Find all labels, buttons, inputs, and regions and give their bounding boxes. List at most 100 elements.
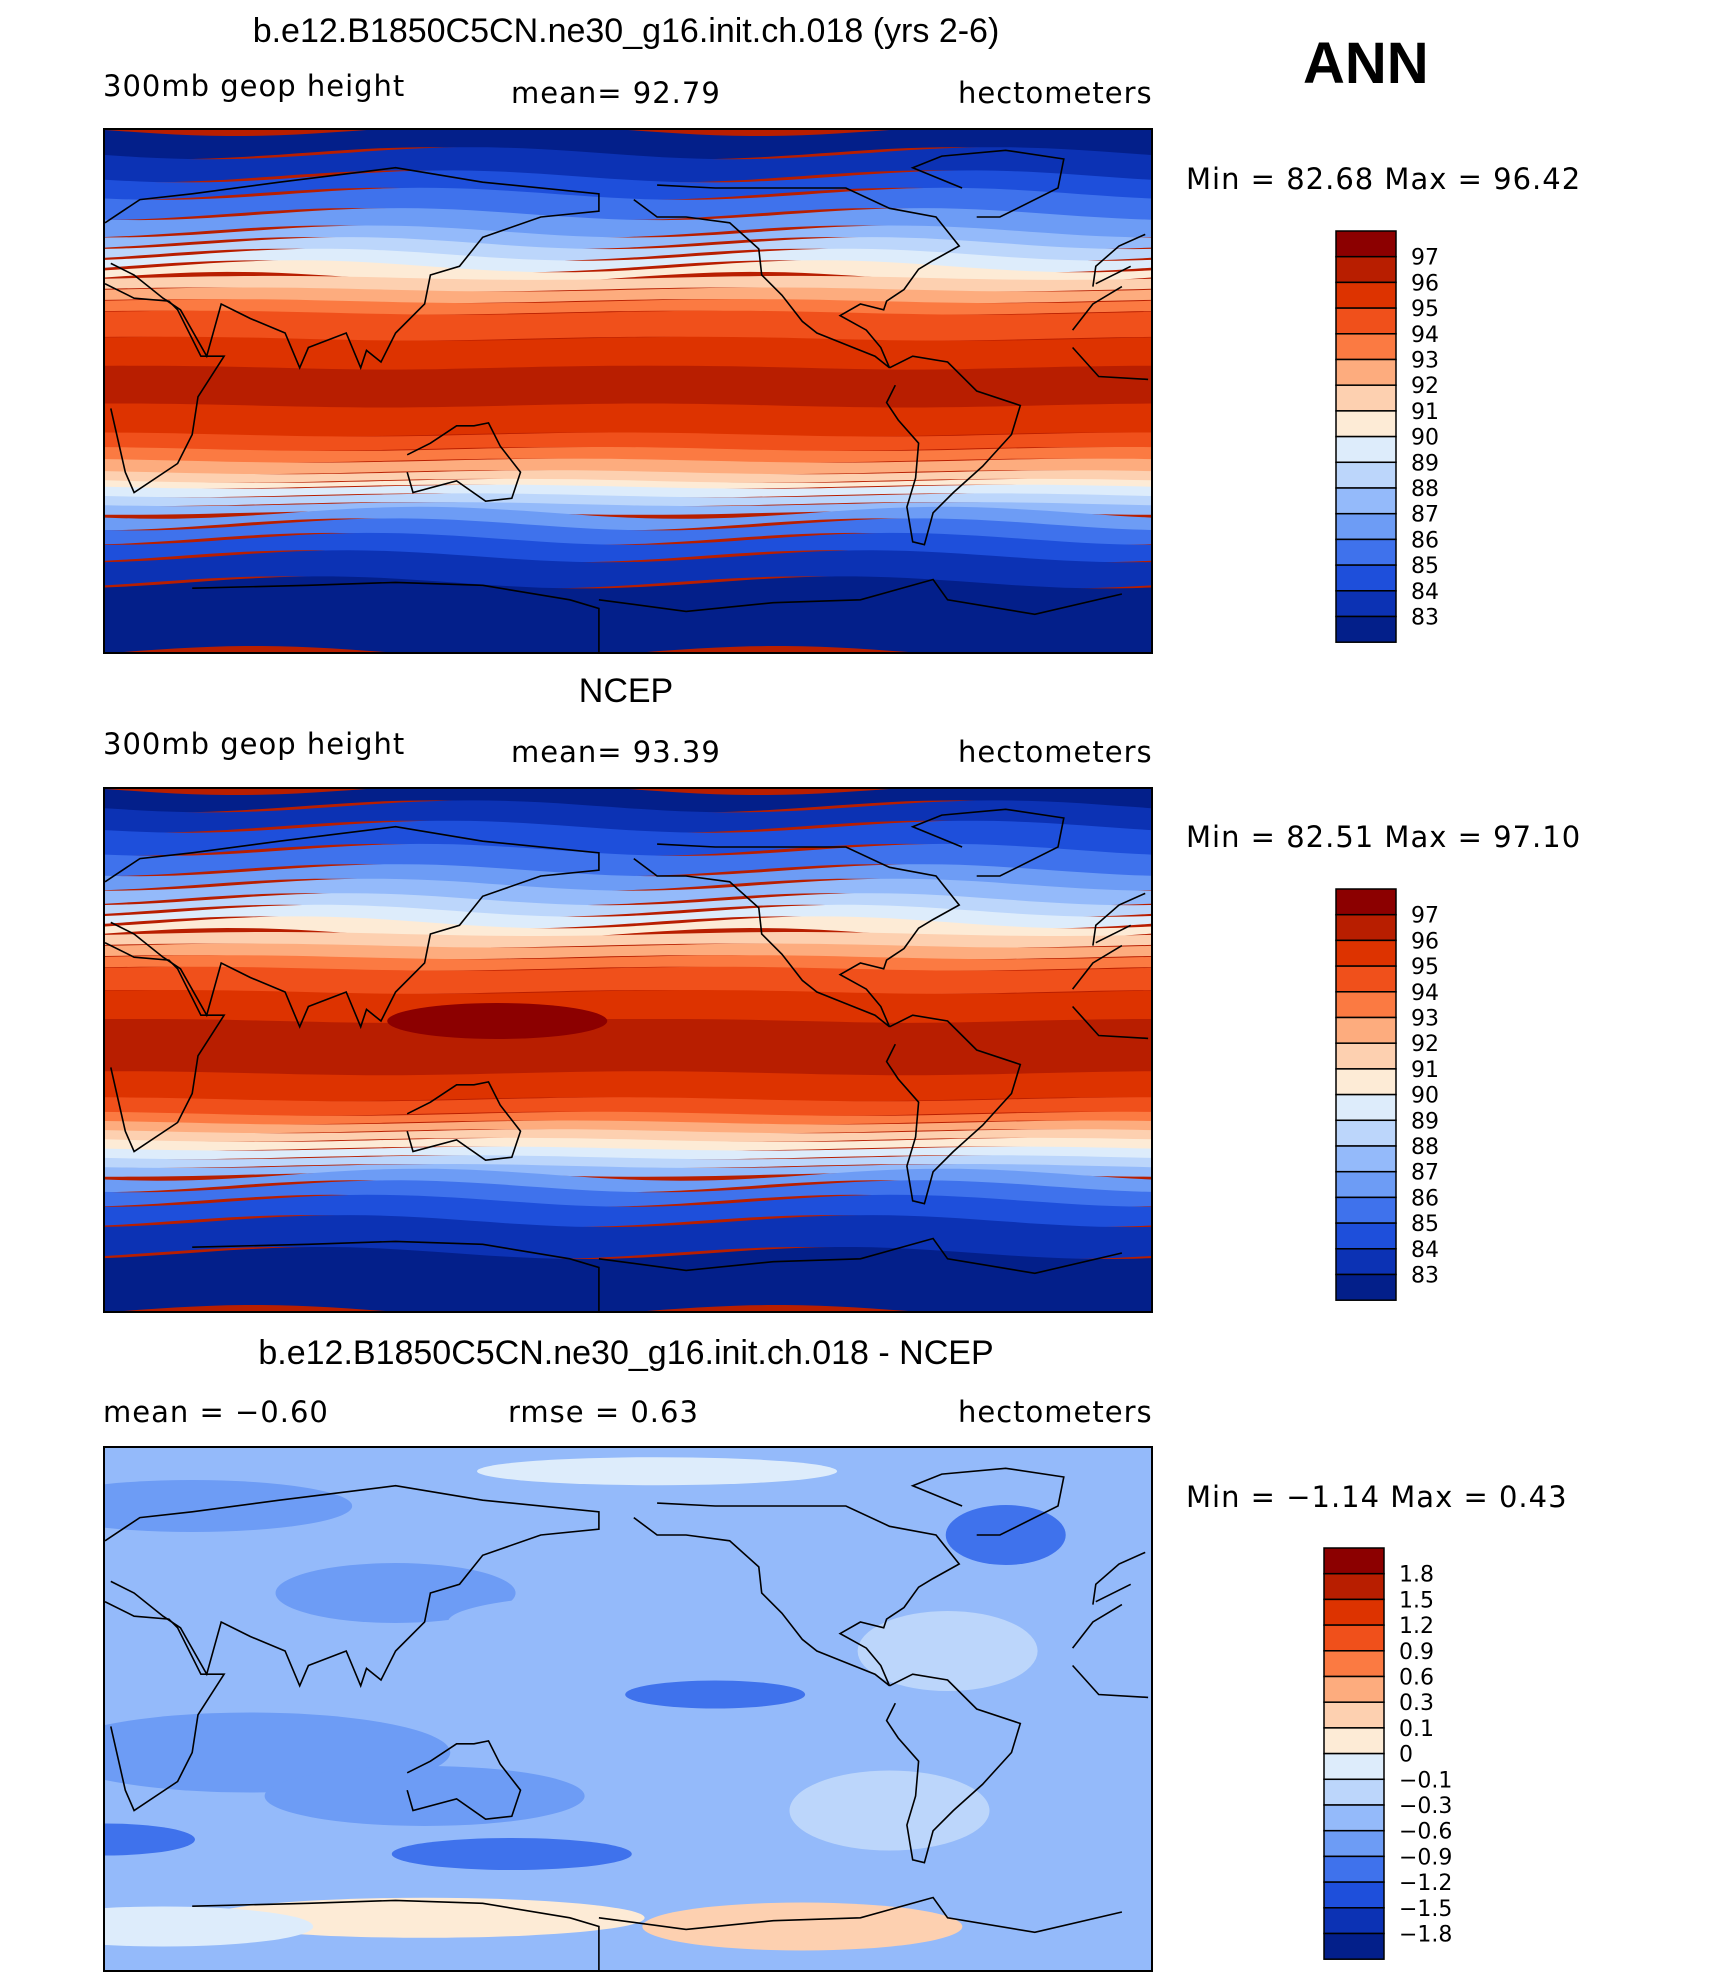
coastline — [1092, 233, 1146, 287]
colorbar-level-label: 1.2 — [1399, 1614, 1434, 1639]
contour-band — [105, 170, 1151, 200]
colorbar-box — [1335, 255, 1397, 284]
colorbar-level-label: 89 — [1411, 1109, 1439, 1134]
map-field-svg — [105, 1448, 1151, 1970]
colorbar-level-label: −0.3 — [1399, 1794, 1452, 1819]
colorbar-level-label: 83 — [1411, 1264, 1439, 1289]
colorbar-level-label: 85 — [1411, 554, 1439, 579]
contour-band — [105, 299, 1151, 315]
contour-band — [105, 1120, 1151, 1134]
colorbar-level-label: 90 — [1411, 1084, 1439, 1109]
colorbar-level-label: −1.2 — [1399, 1871, 1452, 1896]
contour-band — [105, 470, 1151, 483]
coastline — [105, 1600, 226, 1812]
colorbar-box — [1323, 1572, 1385, 1601]
difference-blob — [857, 1611, 1038, 1691]
colorbar-level-label: −0.6 — [1399, 1820, 1452, 1845]
colorbar-box — [1323, 1907, 1385, 1935]
colorbar-level-label: 92 — [1411, 1032, 1439, 1057]
colorbar-box — [1335, 230, 1397, 258]
colorbar-level-label: 93 — [1411, 349, 1439, 374]
contour-band — [105, 864, 1151, 891]
contour-band — [105, 893, 1151, 917]
coastline — [910, 808, 1065, 877]
colorbar-box — [1335, 487, 1397, 515]
contour-band — [105, 518, 1151, 545]
colorbar-box — [1335, 991, 1397, 1019]
colorbar-level-label: 86 — [1411, 1186, 1439, 1211]
colorbar-box — [1335, 538, 1397, 566]
difference-blob — [204, 1897, 645, 1938]
difference-blob — [105, 1906, 314, 1947]
contour-band — [105, 275, 1151, 292]
colorbar-level-label: 83 — [1411, 606, 1439, 631]
contour-band — [105, 336, 1151, 370]
colorbar-box — [1335, 410, 1397, 438]
coastline — [1095, 1583, 1132, 1603]
contour-band — [105, 1194, 1151, 1228]
contour-band — [105, 432, 1151, 451]
colorbar-level-label: −1.8 — [1399, 1923, 1452, 1948]
panel3-colorbar: 1.8 1.5 1.2 0.9 0.6 0.3 0.1 0 −0.1 −0.3 −0.6 −0.9 −1… — [1323, 1547, 1493, 1967]
colorbar-level-label: 84 — [1411, 1238, 1439, 1263]
difference-blob — [625, 1680, 806, 1709]
contour-band — [105, 1097, 1151, 1116]
contour-band — [105, 800, 1151, 833]
colorbar-level-label: 94 — [1411, 323, 1439, 348]
coastline — [910, 1467, 1065, 1536]
colorbar-box — [1335, 965, 1397, 993]
colorbar-box — [1335, 1068, 1397, 1096]
colorbar-level-label: 1.5 — [1399, 1588, 1434, 1613]
difference-blob — [945, 1505, 1066, 1565]
panel2-variable-label: 300mb geop height — [103, 727, 406, 761]
colorbar-level-label: −0.9 — [1399, 1845, 1452, 1870]
colorbar-box — [1335, 913, 1397, 942]
contour-band — [105, 403, 1151, 437]
panel2-mean-label: mean= 93.39 — [511, 735, 721, 769]
coastline — [885, 1014, 1022, 1205]
colorbar-level-label: 97 — [1411, 904, 1439, 929]
difference-blob — [105, 1823, 195, 1856]
colorbar-box — [1335, 1196, 1397, 1224]
colorbar-box — [1323, 1855, 1385, 1883]
colorbar-box — [1323, 1701, 1385, 1729]
difference-blob — [642, 1902, 963, 1951]
colorbar-box — [1335, 590, 1397, 618]
colorbar-box — [1335, 564, 1397, 592]
contour-band — [105, 820, 1151, 856]
colorbar-level-label: −0.1 — [1399, 1768, 1452, 1793]
colorbar-box — [1323, 1752, 1385, 1781]
contour-band — [105, 478, 1151, 489]
coastline — [406, 1080, 522, 1162]
colorbar-box — [1323, 1932, 1385, 1960]
difference-blob — [264, 1766, 585, 1826]
contour-band — [105, 878, 1151, 906]
difference-blob — [391, 1838, 632, 1870]
coastline — [1071, 285, 1123, 331]
coastline — [910, 149, 1065, 218]
coastline — [105, 825, 600, 1030]
contour-band — [105, 966, 1151, 994]
contour-band — [105, 502, 1151, 515]
coastline — [1072, 1664, 1149, 1699]
contour-band — [105, 789, 1151, 813]
colorbar-level-label: 1.8 — [1399, 1563, 1434, 1588]
panel2-units-label: hectometers — [958, 735, 1153, 769]
panel1-title: b.e12.B1850C5CN.ne30_g16.init.ch.018 (yr… — [252, 12, 1000, 50]
contour-band — [105, 932, 1151, 948]
panel1-colorbar: 97 96 95 94 93 92 91 90 89 88 87 86 85 84 83 — [1335, 230, 1505, 650]
colorbar-level-label: 87 — [1411, 1161, 1439, 1186]
map-field-svg — [105, 130, 1151, 652]
colorbar-box — [1335, 333, 1397, 361]
colorbar-level-label: 97 — [1411, 246, 1439, 271]
contour-band — [105, 225, 1151, 250]
panel1-mean-label: mean= 92.79 — [511, 76, 721, 110]
contour-band — [105, 1129, 1151, 1142]
colorbar-level-label: 95 — [1411, 297, 1439, 322]
coastline — [192, 1240, 600, 1311]
contour-band — [105, 310, 1151, 341]
colorbar-level-label: 95 — [1411, 955, 1439, 980]
panel1-map — [103, 128, 1153, 654]
contour-band — [105, 1019, 1151, 1076]
